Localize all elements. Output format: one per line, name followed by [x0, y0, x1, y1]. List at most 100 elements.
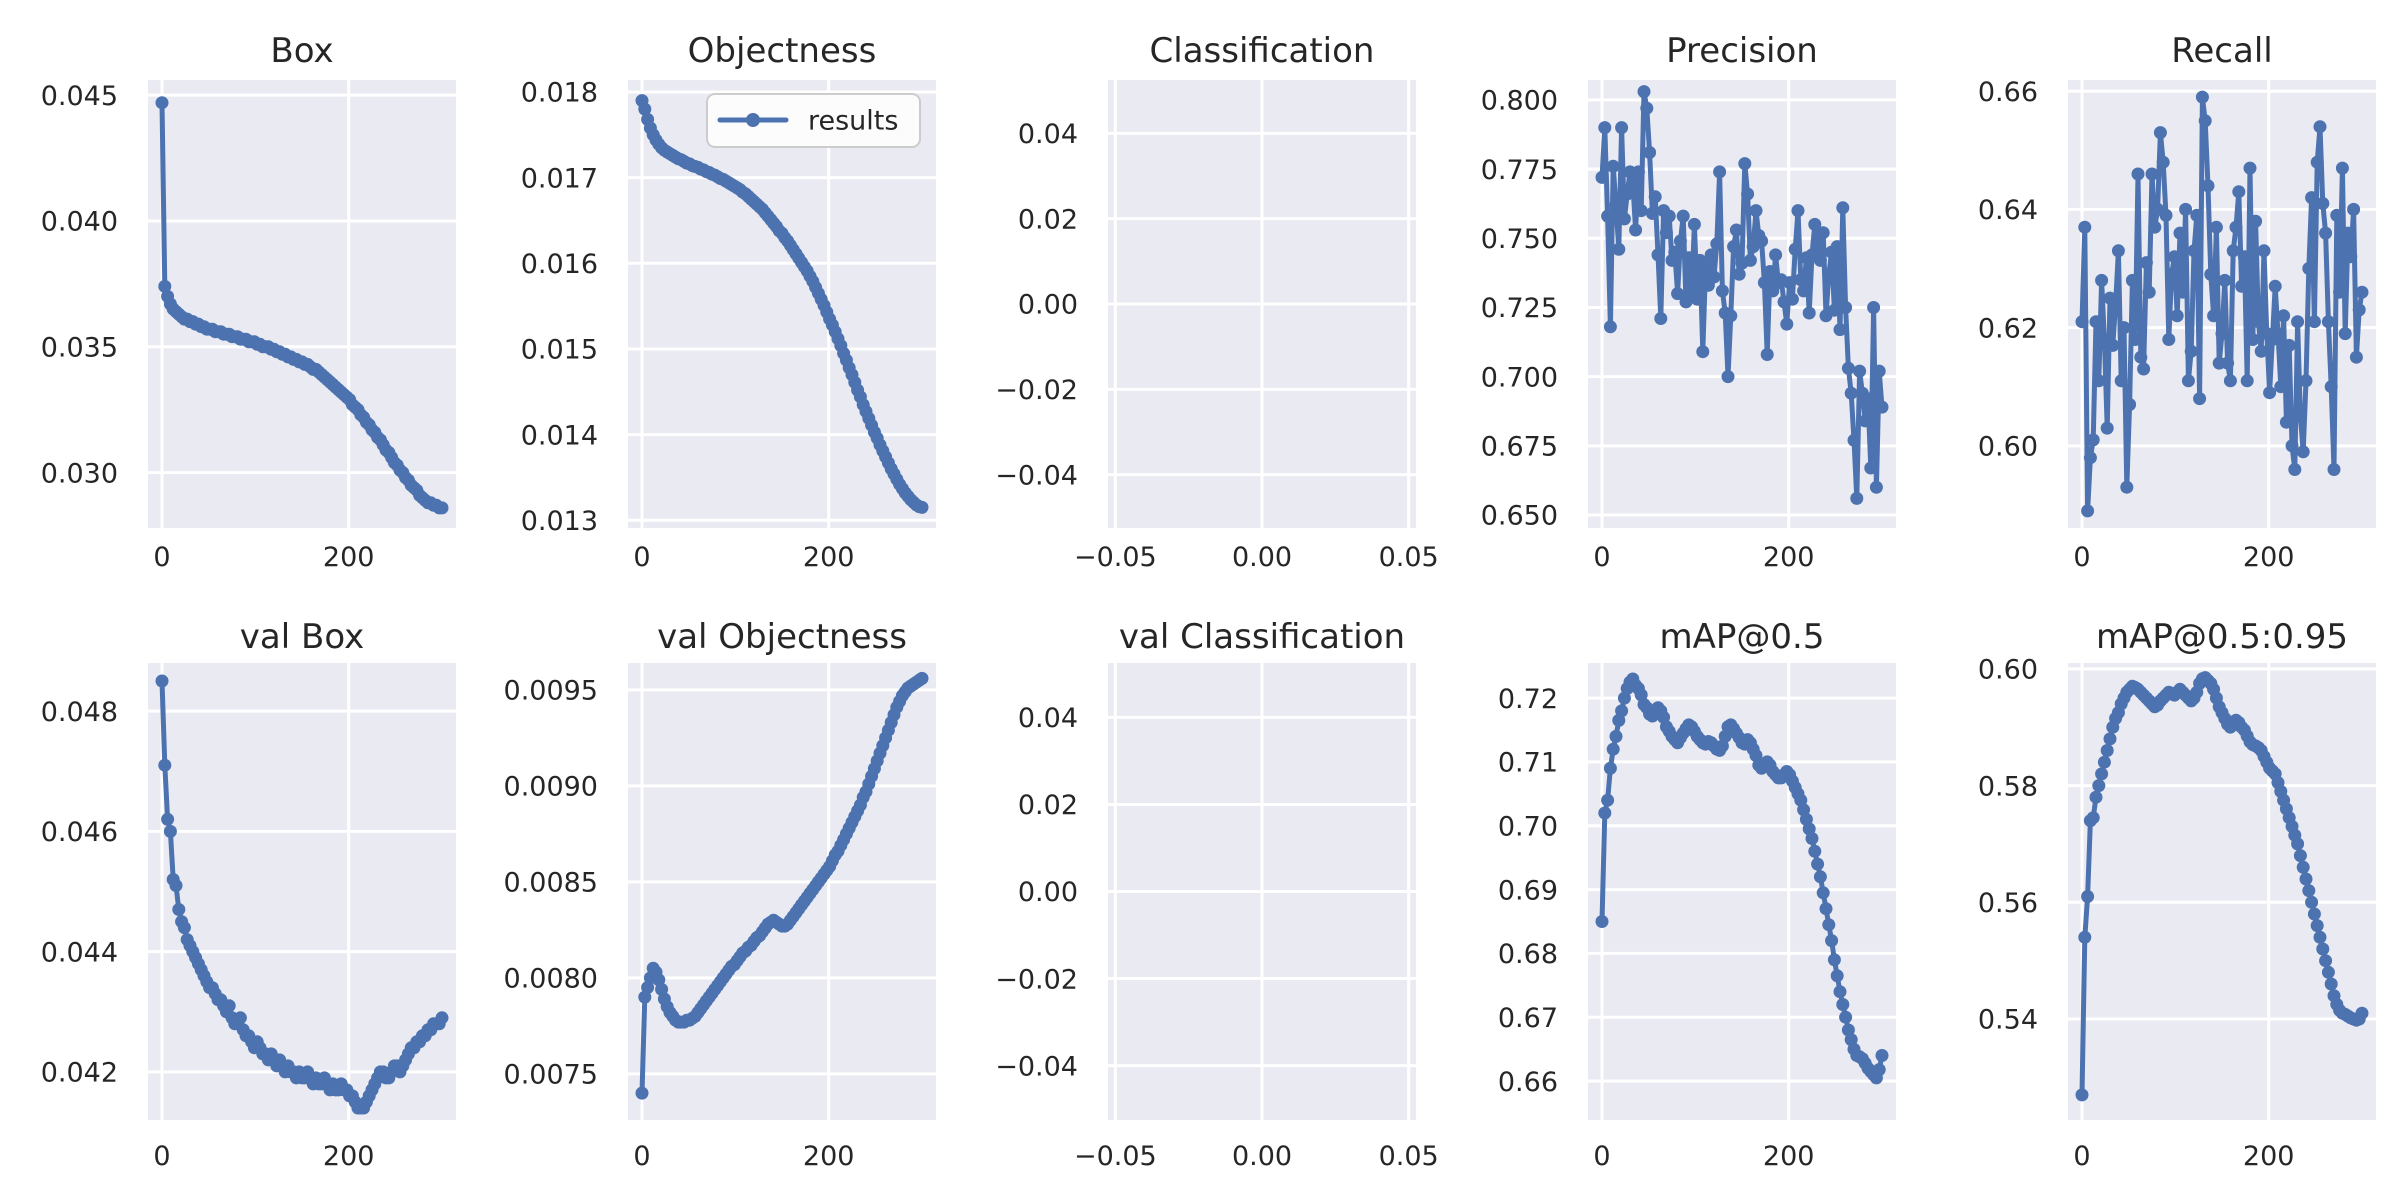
subplot-title: Precision [1666, 31, 1818, 71]
x-tick-label: 0.00 [1232, 1141, 1292, 1172]
y-tick-label: 0.69 [1498, 875, 1558, 906]
y-tick-label: 0.04 [1018, 119, 1078, 150]
subplot-title: val Classification [1119, 617, 1405, 657]
x-axis-tick-labels: 0 200 [1593, 1141, 1814, 1172]
subplot-title: Classification [1150, 31, 1375, 71]
y-tick-label: 0.045 [41, 81, 118, 112]
y-tick-label: 0.02 [1018, 204, 1078, 235]
y-tick-label: 0.68 [1498, 939, 1558, 970]
y-tick-label: 0.048 [41, 697, 118, 728]
results-markers [1595, 672, 1889, 1085]
y-tick-label: 0.58 [1978, 771, 2038, 802]
y-tick-label: 0.0080 [504, 964, 598, 995]
gridlines [1108, 80, 1416, 528]
x-axis-tick-labels: −0.05 0.00 0.05 [1074, 1141, 1439, 1172]
x-axis-tick-labels: 0 200 [1593, 542, 1814, 573]
axes-background [2068, 663, 2376, 1120]
y-tick-label: 0.60 [1978, 655, 2038, 686]
legend-label: results [808, 106, 898, 137]
y-tick-label: 0.02 [1018, 790, 1078, 821]
subplot-title: mAP@0.5:0.95 [2096, 617, 2348, 657]
subplot-val-objectness: 0.0095 0.0090 0.0085 0.0080 0.0075 0 200 val Ob… [504, 617, 936, 1172]
y-tick-label: 0.56 [1978, 888, 2038, 919]
x-tick-label: 200 [2243, 1141, 2295, 1172]
legend: results [706, 93, 921, 148]
y-tick-label: 0.750 [1481, 224, 1558, 255]
y-tick-label: 0.016 [521, 249, 598, 280]
y-tick-label: 0.71 [1498, 748, 1558, 779]
y-tick-label: −0.04 [995, 460, 1078, 491]
x-tick-label: 200 [2243, 542, 2295, 573]
y-axis-tick-labels: 0.66 0.64 0.62 0.60 [1978, 77, 2038, 463]
x-tick-label: 200 [803, 1141, 855, 1172]
x-tick-label: 0 [2073, 542, 2090, 573]
results-markers [1595, 85, 1889, 505]
legend-box [706, 93, 921, 148]
y-tick-label: 0.046 [41, 817, 118, 848]
subplot-title: mAP@0.5 [1660, 617, 1825, 657]
subplot-title: val Box [240, 617, 364, 657]
subplot-precision: 0.800 0.775 0.750 0.725 0.700 0.675 0.650 0 200 P… [1481, 31, 1896, 573]
y-tick-label: 0.700 [1481, 362, 1558, 393]
y-tick-label: 0.70 [1498, 811, 1558, 842]
x-axis-tick-labels: 0 200 [633, 1141, 854, 1172]
y-axis-tick-labels: 0.045 0.040 0.035 0.030 [41, 81, 118, 490]
y-tick-label: 0.0085 [504, 868, 598, 899]
y-tick-label: 0.66 [1498, 1067, 1558, 1098]
y-axis-tick-labels: 0.018 0.017 0.016 0.015 0.014 0.013 [521, 78, 598, 537]
x-axis-tick-labels: 0 200 [2073, 542, 2294, 573]
x-tick-label: 200 [803, 542, 855, 573]
y-tick-label: 0.04 [1018, 703, 1078, 734]
x-tick-label: 0.05 [1379, 542, 1439, 573]
y-tick-label: 0.00 [1018, 290, 1078, 321]
x-tick-label: 0 [153, 1141, 170, 1172]
results-markers [2075, 671, 2369, 1102]
y-tick-label: 0.60 [1978, 432, 2038, 463]
results-markers [155, 674, 449, 1115]
y-tick-label: 0.54 [1978, 1005, 2038, 1036]
y-tick-label: 0.675 [1481, 432, 1558, 463]
y-tick-label: 0.650 [1481, 501, 1558, 532]
y-tick-label: 0.0075 [504, 1060, 598, 1091]
y-tick-label: −0.02 [995, 375, 1078, 406]
y-tick-label: 0.0095 [504, 676, 598, 707]
y-tick-label: 0.00 [1018, 877, 1078, 908]
y-tick-label: 0.015 [521, 335, 598, 366]
x-tick-label: 200 [1763, 542, 1815, 573]
y-tick-label: 0.017 [521, 163, 598, 194]
subplot-val-box: 0.048 0.046 0.044 0.042 0 200 val Box [41, 617, 456, 1172]
results-markers [2075, 90, 2369, 518]
subplot-title: Box [270, 31, 333, 71]
subplot-map-0-5: 0.72 0.71 0.70 0.69 0.68 0.67 0.66 0 200 mAP@0.5 [1498, 617, 1896, 1172]
x-tick-label: 0 [2073, 1141, 2090, 1172]
x-tick-label: 0 [633, 542, 650, 573]
subplot-objectness: 0.018 0.017 0.016 0.015 0.014 0.013 0 200 Object… [521, 31, 936, 573]
subplot-box: 0.045 0.040 0.035 0.030 0 200 Box [41, 31, 456, 573]
y-axis-tick-labels: 0.60 0.58 0.56 0.54 [1978, 655, 2038, 1036]
y-tick-label: 0.725 [1481, 293, 1558, 324]
results-markers [155, 96, 449, 515]
y-axis-tick-labels: 0.04 0.02 0.00 −0.02 −0.04 [995, 119, 1078, 491]
subplot-title: Recall [2171, 31, 2272, 71]
x-tick-label: −0.05 [1074, 542, 1157, 573]
axes-background [148, 663, 456, 1120]
x-tick-label: 0 [1593, 1141, 1610, 1172]
y-tick-label: 0.72 [1498, 684, 1558, 715]
x-tick-label: −0.05 [1074, 1141, 1157, 1172]
y-tick-label: 0.775 [1481, 155, 1558, 186]
subplot-title: val Objectness [657, 617, 907, 657]
y-tick-label: −0.04 [995, 1051, 1078, 1082]
y-axis-tick-labels: 0.04 0.02 0.00 −0.02 −0.04 [995, 703, 1078, 1082]
subplot-title: Objectness [688, 31, 877, 71]
y-tick-label: 0.035 [41, 333, 118, 364]
x-tick-label: 0.00 [1232, 542, 1292, 573]
x-tick-label: 200 [323, 1141, 375, 1172]
y-tick-label: 0.66 [1978, 77, 2038, 108]
subplot-recall: 0.66 0.64 0.62 0.60 0 200 Recall [1978, 31, 2376, 573]
y-tick-label: 0.014 [521, 420, 598, 451]
subplot-map-0-5-0-95: 0.60 0.58 0.56 0.54 0 200 mAP@0.5:0.95 [1978, 617, 2376, 1172]
y-tick-label: 0.018 [521, 78, 598, 109]
subplot-val-classification: 0.04 0.02 0.00 −0.02 −0.04 −0.05 0.00 0.05 val C… [995, 617, 1439, 1172]
x-axis-tick-labels: 0 200 [153, 542, 374, 573]
